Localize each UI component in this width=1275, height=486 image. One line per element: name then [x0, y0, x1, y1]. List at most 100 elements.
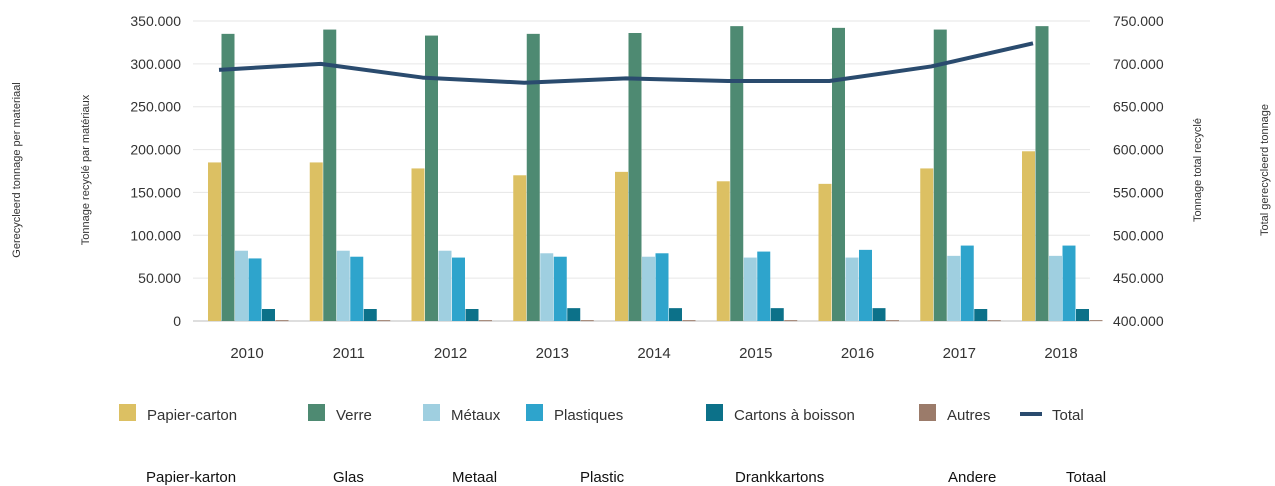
bar-Métaux: [336, 250, 350, 321]
year-label: 2016: [841, 345, 874, 362]
bar-Autres: [682, 320, 696, 322]
bar-Autres: [377, 320, 391, 322]
bar-Métaux: [642, 256, 655, 321]
bar-Papier-carton: [513, 175, 527, 321]
bar-Autres: [580, 320, 594, 322]
bar-Papier-carton: [309, 162, 323, 321]
right-axis-label-dutch: Total gerecycleerd tonnage: [1259, 104, 1271, 236]
year-label: 2012: [434, 345, 467, 362]
left-tick-label: 350.000: [130, 13, 181, 29]
legend: Papier-carton Verre Métaux Plastiques Carton…: [119, 404, 1084, 424]
x-axis-ticks: 2010 2011 2012 2013 2014 2015 2016 2017 2018: [230, 345, 1077, 362]
year-label: 2014: [637, 345, 670, 362]
bar-Cartons à boisson: [262, 309, 275, 321]
total-line: [218, 41, 1034, 85]
total-line-path: [218, 41, 1034, 85]
bar-Métaux: [540, 253, 554, 321]
legend-swatch: [706, 404, 723, 421]
bar-Métaux: [743, 257, 757, 321]
legend-label: Métaux: [451, 407, 501, 424]
legend-swatch: [308, 404, 325, 421]
bar-Papier-carton: [920, 168, 934, 321]
bar-Cartons à boisson: [974, 309, 988, 321]
bar-Plastiques: [350, 256, 364, 321]
bar-Autres: [784, 320, 798, 322]
bar-Papier-carton: [716, 181, 730, 321]
bar-Autres: [987, 320, 1001, 322]
bar-Plastiques: [1062, 245, 1076, 321]
left-axis-label: Tonnage recyclé par matériaux: [80, 94, 92, 245]
right-tick-label: 450.000: [1113, 270, 1164, 286]
left-tick-label: 50.000: [138, 270, 181, 286]
year-label: 2018: [1044, 345, 1077, 362]
bar-Verre: [933, 29, 947, 321]
right-tick-label: 700.000: [1113, 56, 1164, 72]
bar-Cartons à boisson: [872, 308, 886, 321]
bar-Plastiques: [553, 256, 567, 321]
right-tick-label: 650.000: [1113, 99, 1164, 115]
bar-Plastiques: [757, 251, 771, 321]
bar-Papier-carton: [615, 171, 628, 321]
left-tick-label: 150.000: [130, 184, 181, 200]
bar-Métaux: [947, 255, 961, 321]
legend-label: Autres: [947, 407, 990, 424]
year-label: 2013: [536, 345, 569, 362]
bar-Papier-carton: [818, 183, 832, 321]
legend-swatch: [526, 404, 543, 421]
bar-Cartons à boisson: [669, 308, 682, 321]
bar-Verre: [628, 33, 642, 321]
bar-Métaux: [845, 257, 859, 321]
dutch-legend: Papier-karton Glas Metaal Plastic Drankkarto…: [146, 469, 1106, 486]
right-tick-label: 400.000: [1113, 313, 1164, 329]
bar-Autres: [1089, 320, 1103, 322]
bar-Métaux: [1049, 255, 1062, 321]
bar-Papier-carton: [1022, 151, 1035, 321]
left-tick-label: 200.000: [130, 142, 181, 158]
right-tick-label: 750.000: [1113, 13, 1164, 29]
left-axis-label-dutch: Gerecycleerd tonnage per materiaal: [11, 82, 23, 257]
legend-label: Cartons à boisson: [734, 407, 855, 424]
bar-Cartons à boisson: [1076, 309, 1089, 321]
year-label: 2017: [943, 345, 976, 362]
left-axis-ticks: 0 50.000 100.000 150.000 200.000 250.000 300.0…: [130, 13, 181, 329]
bar-Autres: [479, 320, 492, 322]
left-tick-label: 100.000: [130, 227, 181, 243]
legend-label: Plastiques: [554, 407, 623, 424]
dutch-legend-label: Metaal: [452, 469, 497, 486]
year-label: 2011: [333, 345, 365, 362]
bar-Autres: [275, 320, 289, 322]
dutch-legend-label: Glas: [333, 469, 364, 486]
bar-Métaux: [438, 250, 452, 321]
bar-Cartons à boisson: [363, 309, 377, 321]
bar-Autres: [886, 320, 899, 322]
left-tick-label: 250.000: [130, 99, 181, 115]
left-tick-label: 300.000: [130, 56, 181, 72]
bar-Verre: [832, 27, 845, 321]
bar-Métaux: [235, 250, 248, 321]
legend-swatch: [919, 404, 936, 421]
bar-Plastiques: [859, 249, 872, 321]
bar-Cartons à boisson: [770, 308, 784, 321]
year-label: 2015: [739, 345, 772, 362]
bar-Verre: [221, 33, 235, 321]
dutch-legend-label: Andere: [948, 469, 996, 486]
bar-Plastiques: [248, 258, 262, 321]
bar-Verre: [730, 26, 744, 322]
dutch-legend-label: Papier-karton: [146, 469, 236, 486]
bar-Verre: [323, 29, 337, 321]
legend-swatch: [423, 404, 440, 421]
bar-Plastiques: [655, 253, 669, 321]
dutch-legend-label: Plastic: [580, 469, 625, 486]
bar-Verre: [526, 33, 540, 321]
bar-Plastiques: [960, 245, 974, 321]
bar-Verre: [1035, 26, 1049, 322]
bar-Cartons à boisson: [465, 309, 479, 321]
legend-label: Verre: [336, 407, 372, 424]
bars: [208, 26, 1103, 322]
legend-label: Total: [1052, 407, 1084, 424]
dutch-legend-label: Totaal: [1066, 469, 1106, 486]
year-label: 2010: [230, 345, 263, 362]
right-axis-label: Tonnage total recyclé: [1192, 118, 1204, 222]
right-axis-ticks: 400.000 450.000 500.000 550.000 600.000 650.0…: [1113, 13, 1164, 329]
